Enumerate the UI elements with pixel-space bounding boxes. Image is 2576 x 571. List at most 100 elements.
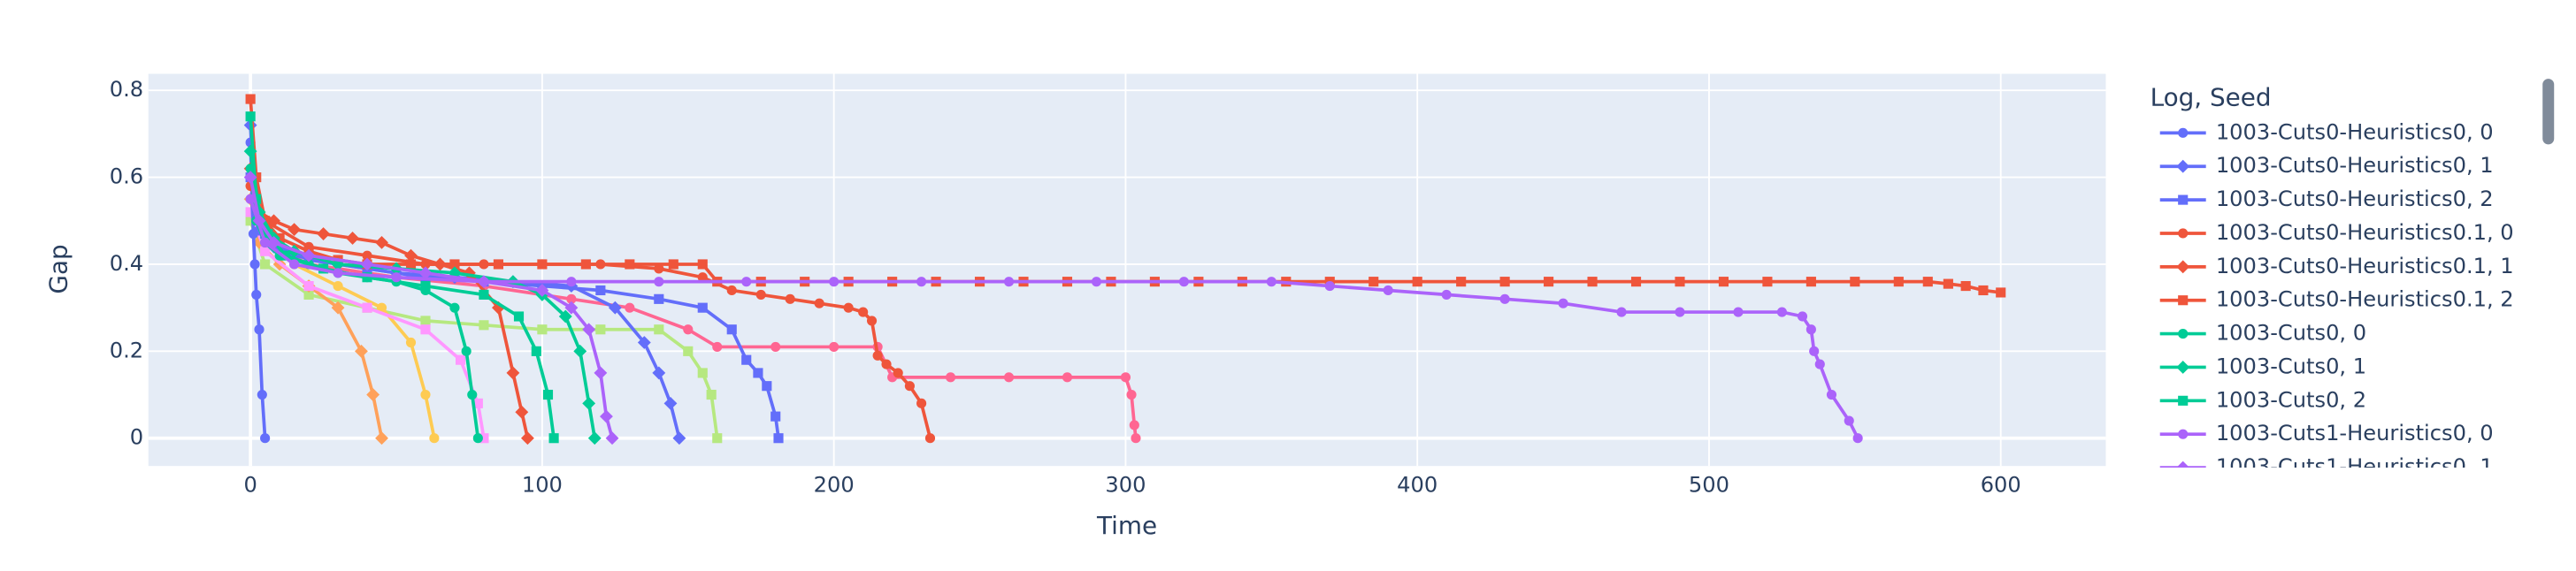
marker xyxy=(260,246,271,256)
marker xyxy=(542,389,554,400)
marker xyxy=(1943,278,1953,289)
marker xyxy=(251,289,262,300)
marker xyxy=(362,302,372,313)
legend-label: 1003-Cuts0-Heuristics0.1, 1 xyxy=(2216,254,2514,278)
marker xyxy=(625,259,635,270)
marker xyxy=(472,398,483,408)
marker xyxy=(260,237,271,247)
marker xyxy=(1733,307,1744,317)
marker xyxy=(1675,277,1685,287)
marker xyxy=(683,324,694,335)
marker xyxy=(376,302,387,313)
marker xyxy=(924,433,936,444)
marker xyxy=(245,216,256,226)
marker xyxy=(449,259,460,270)
legend-marker xyxy=(2178,429,2189,439)
marker xyxy=(1630,277,1642,287)
marker xyxy=(1922,277,1933,287)
legend-label: 1003-Cuts1-Heuristics0, 0 xyxy=(2216,421,2494,445)
marker xyxy=(753,368,763,378)
legend-marker xyxy=(2178,194,2189,205)
marker xyxy=(467,389,478,400)
legend-label: 1003-Cuts0, 1 xyxy=(2216,354,2366,378)
plot-area xyxy=(148,73,2106,467)
marker xyxy=(362,250,372,261)
marker xyxy=(866,316,878,326)
marker xyxy=(1120,372,1131,383)
marker xyxy=(420,324,431,335)
marker xyxy=(449,302,460,313)
marker xyxy=(916,398,927,408)
y-tick-label: 0.2 xyxy=(110,338,143,362)
legend-label: 1003-Cuts0-Heuristics0, 1 xyxy=(2216,153,2494,178)
marker xyxy=(558,309,572,324)
marker xyxy=(1978,285,1989,296)
marker xyxy=(461,346,472,356)
x-tick-label: 0 xyxy=(243,472,257,497)
marker xyxy=(245,207,256,217)
marker xyxy=(1499,293,1510,304)
marker xyxy=(479,320,489,331)
marker xyxy=(243,171,257,185)
marker xyxy=(477,275,491,289)
y-tick-label: 0 xyxy=(130,425,143,450)
marker xyxy=(1809,346,1820,356)
marker xyxy=(245,94,256,104)
marker xyxy=(1441,289,1452,300)
marker xyxy=(360,257,374,271)
marker xyxy=(587,431,602,445)
marker xyxy=(1718,277,1729,287)
marker xyxy=(1893,277,1904,287)
x-tick-label: 400 xyxy=(1397,472,1438,497)
marker xyxy=(535,284,549,297)
marker xyxy=(254,324,264,335)
legend-scrollbar[interactable] xyxy=(2542,79,2555,145)
marker xyxy=(566,293,577,304)
marker xyxy=(1544,277,1554,287)
marker xyxy=(252,214,266,228)
y-axis-title: Gap xyxy=(43,244,73,293)
marker xyxy=(1806,277,1816,287)
marker xyxy=(420,316,431,326)
marker xyxy=(654,263,664,274)
legend-label: 1003-Cuts0-Heuristics0, 0 xyxy=(2216,119,2494,144)
marker xyxy=(872,350,883,361)
marker xyxy=(303,280,314,292)
marker xyxy=(654,324,664,335)
marker xyxy=(515,405,529,419)
marker xyxy=(302,248,316,263)
marker xyxy=(785,293,795,304)
marker xyxy=(1266,277,1276,287)
marker xyxy=(333,268,343,278)
marker xyxy=(1616,307,1627,317)
marker xyxy=(455,354,466,365)
marker xyxy=(537,324,548,335)
marker xyxy=(829,341,840,352)
marker xyxy=(1797,311,1808,322)
marker xyxy=(537,259,548,270)
marker xyxy=(1126,389,1137,400)
legend-marker xyxy=(2178,329,2189,339)
marker xyxy=(663,396,678,410)
marker xyxy=(260,433,271,444)
marker xyxy=(564,301,579,315)
marker xyxy=(582,396,596,410)
marker xyxy=(375,235,388,249)
traces xyxy=(243,94,2006,445)
series xyxy=(245,216,723,444)
marker xyxy=(346,232,359,245)
marker xyxy=(391,272,402,283)
marker xyxy=(1558,298,1568,308)
marker xyxy=(1178,277,1189,287)
marker xyxy=(1368,277,1379,287)
marker xyxy=(652,366,666,380)
marker xyxy=(405,337,417,348)
marker xyxy=(843,302,854,313)
marker xyxy=(625,302,635,313)
marker xyxy=(1776,307,1787,317)
marker xyxy=(712,341,723,352)
marker xyxy=(479,289,489,300)
marker xyxy=(429,433,440,444)
marker xyxy=(362,272,372,283)
